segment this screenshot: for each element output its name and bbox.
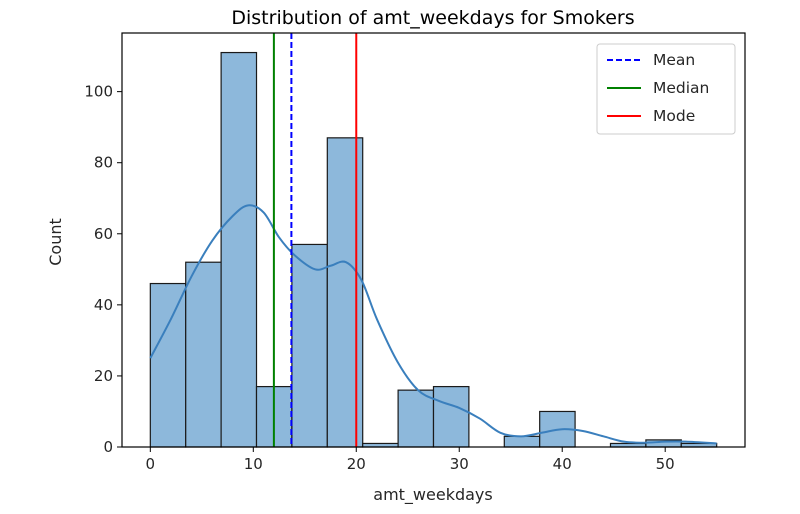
plot-frame xyxy=(121,32,746,448)
x-tick-label: 10 xyxy=(244,455,263,473)
y-tick-label: 80 xyxy=(94,154,113,172)
legend-label-median: Median xyxy=(653,79,709,97)
histogram-bar xyxy=(149,282,187,448)
x-tick-label: 30 xyxy=(450,455,469,473)
y-tick-label: 100 xyxy=(84,83,113,101)
histogram-bar xyxy=(503,435,541,448)
histogram-bar xyxy=(185,261,222,448)
histogram-bar xyxy=(326,137,364,448)
histogram-bar xyxy=(291,243,328,448)
kde-line xyxy=(149,204,717,445)
y-axis-title: Count xyxy=(46,218,65,266)
histogram-bar xyxy=(220,51,258,448)
x-tick-label: 50 xyxy=(656,455,675,473)
x-tick-label: 20 xyxy=(347,455,366,473)
legend-box xyxy=(596,43,736,135)
y-tick-label: 20 xyxy=(94,367,113,385)
x-axis-ticks: 0 10 20 30 40 50 xyxy=(146,447,675,473)
stat-lines xyxy=(272,33,358,447)
y-axis-ticks: 0 20 40 60 80 100 xyxy=(84,83,122,456)
kde-layer xyxy=(149,204,717,445)
legend-label-mean: Mean xyxy=(653,51,695,69)
y-tick-label: 0 xyxy=(103,438,113,456)
legend: Mean Median Mode xyxy=(596,43,736,135)
chart-title: Distribution of amt_weekdays for Smokers xyxy=(231,7,634,29)
y-tick-label: 40 xyxy=(94,296,113,314)
histogram-bar xyxy=(432,385,470,448)
x-tick-label: 0 xyxy=(146,455,156,473)
x-tick-label: 40 xyxy=(553,455,572,473)
y-tick-label: 60 xyxy=(94,225,113,243)
x-axis-title: amt_weekdays xyxy=(373,485,492,505)
legend-label-mode: Mode xyxy=(653,107,695,125)
histogram-bar xyxy=(397,389,435,448)
